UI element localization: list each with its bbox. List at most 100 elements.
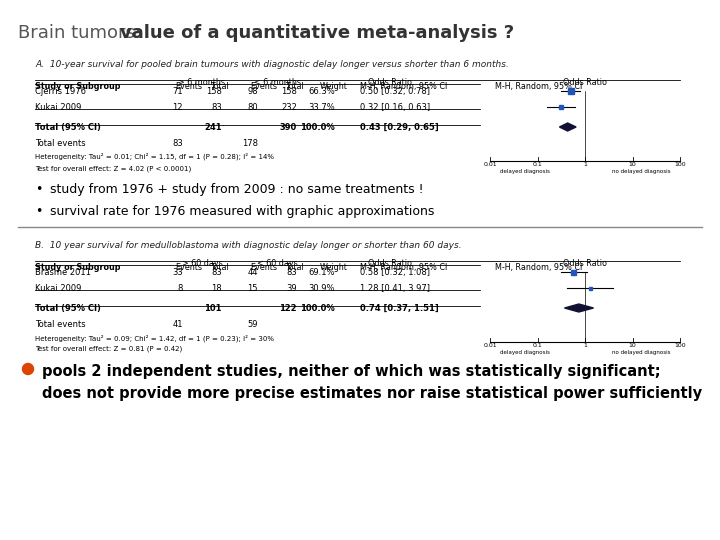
Text: 12: 12 [173,103,183,112]
Text: Events: Events [175,263,202,272]
Text: Cjerris 1976: Cjerris 1976 [35,87,86,96]
Text: > 60 days: > 60 days [181,259,222,268]
Text: 101: 101 [204,304,222,313]
Text: 1: 1 [583,162,587,167]
Text: 41: 41 [173,320,183,329]
Bar [571,269,576,274]
Bar [567,88,574,94]
Text: 0.74 [0.37, 1.51]: 0.74 [0.37, 1.51] [360,304,438,313]
Text: 33: 33 [172,268,183,277]
Text: M-H, Random, 95% CI: M-H, Random, 95% CI [495,263,582,272]
Text: Total events: Total events [35,139,86,148]
Text: 69.1%: 69.1% [308,268,335,277]
Text: 80: 80 [248,103,258,112]
Text: M-H, Random, 95% CI: M-H, Random, 95% CI [360,263,447,272]
Text: 30.9%: 30.9% [308,284,335,293]
Text: Heterogeneity: Tau² = 0.09; Chi² = 1.42, df = 1 (P = 0.23); I² = 30%: Heterogeneity: Tau² = 0.09; Chi² = 1.42,… [35,334,274,341]
Text: pools 2 independent studies, neither of which was statistically significant;: pools 2 independent studies, neither of … [42,364,661,379]
Text: delayed diagnosis: delayed diagnosis [500,169,550,174]
Text: Total (95% CI): Total (95% CI) [35,304,101,313]
Text: 83: 83 [211,103,222,112]
Text: 158: 158 [281,87,297,96]
Text: 71: 71 [172,87,183,96]
Text: Test for overall effect: Z = 0.81 (P = 0.42): Test for overall effect: Z = 0.81 (P = 0… [35,346,182,353]
Text: < 60 days: < 60 days [256,259,297,268]
Text: 15: 15 [248,284,258,293]
Text: Odds Ratio: Odds Ratio [563,259,607,268]
Text: 10: 10 [629,162,636,167]
Text: Total: Total [285,263,304,272]
Text: Total: Total [210,82,229,91]
Text: Total (95% CI): Total (95% CI) [35,123,101,132]
Text: 100: 100 [674,343,686,348]
Text: Kukai 2009: Kukai 2009 [35,284,81,293]
Text: 33.7%: 33.7% [308,103,335,112]
Text: 83: 83 [172,139,183,148]
Text: 0.32 [0.16, 0.63]: 0.32 [0.16, 0.63] [360,103,430,112]
Text: Total: Total [210,263,229,272]
Text: 0.43 [0.29, 0.65]: 0.43 [0.29, 0.65] [360,123,438,132]
Polygon shape [559,123,576,131]
Text: 122: 122 [279,304,297,313]
Text: 18: 18 [212,284,222,293]
Text: study from 1976 + study from 2009 : no same treatments !: study from 1976 + study from 2009 : no s… [50,183,423,196]
Text: Heterogeneity: Tau² = 0.01; Chi² = 1.15, df = 1 (P = 0.28); I² = 14%: Heterogeneity: Tau² = 0.01; Chi² = 1.15,… [35,153,274,160]
Text: survival rate for 1976 measured with graphic approximations: survival rate for 1976 measured with gra… [50,205,434,218]
Text: Brain tumors:: Brain tumors: [18,24,147,42]
Text: Total events: Total events [35,320,86,329]
Text: M-H, Random, 95% CI: M-H, Random, 95% CI [495,82,582,91]
Text: Events: Events [175,82,202,91]
Text: 241: 241 [204,123,222,132]
Text: Study or Subgroup: Study or Subgroup [35,82,120,91]
Text: 66.3%: 66.3% [308,87,335,96]
Text: Odds Ratio: Odds Ratio [368,78,412,87]
Text: 83: 83 [287,268,297,277]
Bar [559,105,564,109]
Text: Odds Ratio: Odds Ratio [368,259,412,268]
Text: Kukai 2009: Kukai 2009 [35,103,81,112]
Text: 83: 83 [211,268,222,277]
Text: delayed diagnosis: delayed diagnosis [500,350,550,355]
Text: Test for overall effect: Z = 4.02 (P < 0.0001): Test for overall effect: Z = 4.02 (P < 0… [35,165,192,172]
Text: Total: Total [285,82,304,91]
Text: value of a quantitative meta-analysis ?: value of a quantitative meta-analysis ? [120,24,514,42]
Text: 0.50 [0.32, 0.78]: 0.50 [0.32, 0.78] [360,87,430,96]
Text: 390: 390 [280,123,297,132]
Text: 178: 178 [242,139,258,148]
Text: Brasme 2011: Brasme 2011 [35,268,91,277]
Text: •: • [35,205,42,218]
Text: Weight: Weight [320,82,348,91]
Text: Odds Ratio: Odds Ratio [563,78,607,87]
Text: 10: 10 [629,343,636,348]
Polygon shape [564,304,593,312]
Text: 100: 100 [674,162,686,167]
Text: 98: 98 [248,87,258,96]
Text: 0.01: 0.01 [483,343,497,348]
Text: > 6 months: > 6 months [179,78,225,87]
Text: 1.28 [0.41, 3.97]: 1.28 [0.41, 3.97] [360,284,430,293]
Text: Study or Subgroup: Study or Subgroup [35,263,120,272]
Text: does not provide more precise estimates nor raise statistical power sufficiently: does not provide more precise estimates … [42,386,702,401]
Text: M-H, Random, 95% CI: M-H, Random, 95% CI [360,82,447,91]
Text: 0.1: 0.1 [533,343,542,348]
Text: 100.0%: 100.0% [300,123,335,132]
Text: 0.01: 0.01 [483,162,497,167]
Text: 100.0%: 100.0% [300,304,335,313]
Text: A.  10-year survival for pooled brain tumours with diagnostic delay longer versu: A. 10-year survival for pooled brain tum… [35,60,509,69]
Text: Events: Events [250,263,277,272]
Text: •: • [35,183,42,196]
Text: 232: 232 [281,103,297,112]
Text: 0.58 [0.32, 1.08]: 0.58 [0.32, 1.08] [360,268,430,277]
Circle shape [22,363,34,375]
Text: 0.1: 0.1 [533,162,542,167]
Text: 59: 59 [248,320,258,329]
Text: 158: 158 [206,87,222,96]
Text: < 6 months: < 6 months [253,78,300,87]
Text: 1: 1 [583,343,587,348]
Text: 39: 39 [287,284,297,293]
Text: B.  10 year survival for medulloblastoma with diagnostic delay longer or shorter: B. 10 year survival for medulloblastoma … [35,241,462,250]
Text: no delayed diagnosis: no delayed diagnosis [611,350,670,355]
Text: Weight: Weight [320,263,348,272]
Text: no delayed diagnosis: no delayed diagnosis [611,169,670,174]
Text: Events: Events [250,82,277,91]
